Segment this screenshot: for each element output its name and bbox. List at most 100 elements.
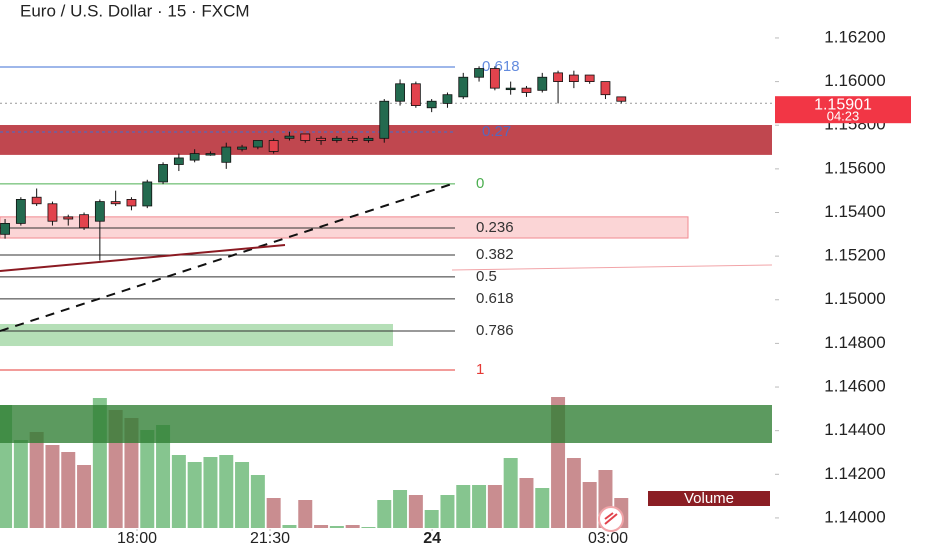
zone — [0, 323, 393, 347]
candle-body — [205, 153, 216, 156]
volume-bar — [250, 475, 265, 528]
volume-bar — [582, 482, 597, 528]
last-price-box — [775, 96, 911, 124]
volume-bar — [519, 478, 534, 528]
volume-bar — [503, 458, 518, 528]
fib-label: 0.236 — [476, 219, 514, 236]
x-tick-label: 21:30 — [250, 530, 290, 547]
y-tick-label: 1.14000 — [824, 507, 885, 526]
candle-body — [316, 137, 326, 141]
volume-bar — [140, 430, 155, 528]
volume-bar — [29, 432, 44, 528]
volume-label-box — [648, 491, 770, 506]
volume-bar — [61, 452, 76, 528]
candle-body — [300, 133, 311, 141]
logo-mark — [604, 512, 618, 525]
y-tick-label: 1.14800 — [824, 333, 885, 352]
volume-bar — [472, 485, 487, 528]
candle-body — [221, 146, 232, 163]
volume-bar — [171, 455, 186, 528]
candle-body — [584, 74, 595, 82]
fib-label: 0 — [476, 175, 484, 192]
candle-body — [126, 199, 137, 207]
fib-label: 1 — [476, 361, 484, 378]
candle-body — [173, 157, 184, 165]
candle-body — [79, 214, 89, 229]
fib-label: 0.382 — [476, 246, 514, 263]
candle-body — [616, 96, 627, 102]
y-tick-label: 1.15400 — [824, 202, 885, 221]
candle-body — [252, 140, 263, 148]
y-tick-label: 1.15600 — [824, 158, 885, 177]
volume-bar — [361, 527, 376, 528]
volume-bar — [314, 525, 329, 528]
candle-body — [505, 87, 516, 91]
volume-bar — [487, 485, 502, 528]
candle-body — [189, 153, 200, 161]
candle-body — [426, 100, 437, 109]
volume-bar — [329, 526, 344, 528]
candle-layer — [0, 66, 627, 261]
fib-label: 0.27 — [482, 123, 511, 140]
volume-bar — [187, 462, 202, 528]
candle-body — [521, 87, 532, 93]
candle-body — [395, 83, 405, 102]
trend-line — [0, 183, 453, 332]
volume-bar — [77, 465, 92, 528]
candle-body — [458, 76, 469, 98]
candle-body — [537, 76, 548, 91]
fib-label: 0.618 — [476, 290, 514, 307]
volume-bar — [203, 457, 218, 528]
y-tick-label: 1.14400 — [824, 420, 885, 439]
candle-body — [237, 146, 247, 150]
fib-label: 0.5 — [476, 268, 497, 285]
candle-body — [94, 201, 105, 222]
candle-body — [379, 100, 390, 139]
countdown-label: 04:23 — [827, 109, 860, 124]
volume-bar — [408, 495, 423, 528]
x-tick-label: 24 — [423, 530, 441, 547]
candle-body — [158, 164, 168, 183]
volume-bar — [13, 440, 28, 528]
y-tick-label: 1.15200 — [824, 246, 885, 265]
candle-body — [0, 223, 10, 235]
volume-zone — [0, 405, 772, 443]
volume-bar — [345, 525, 360, 528]
axis-layer: 1.162001.160001.158001.156001.154001.152… — [117, 27, 911, 547]
candle-body — [63, 216, 74, 220]
volume-bar — [282, 525, 297, 528]
candle-body — [489, 68, 500, 89]
candle-body — [110, 201, 121, 205]
volume-bar — [535, 488, 550, 528]
volume-bar — [266, 498, 281, 528]
price-axis — [775, 0, 932, 550]
y-tick-label: 1.14600 — [824, 377, 885, 396]
volume-bar — [45, 445, 60, 528]
candle-body — [284, 135, 295, 139]
candle-body — [347, 137, 358, 141]
fib-label: 0.618 — [482, 58, 520, 75]
volume-bar — [124, 418, 139, 528]
candle-body — [600, 81, 611, 96]
x-tick-label: 03:00 — [588, 530, 628, 547]
background-layer: 0 0.236 0.382 0.5 0.618 0.786 1 0.618 0.27 — [0, 58, 775, 528]
x-tick-label: 18:00 — [117, 530, 157, 547]
candle-body — [474, 68, 484, 78]
last-price-label: 1.15901 — [814, 96, 872, 113]
zone — [0, 216, 689, 239]
candle-body — [47, 203, 58, 222]
fib-label: 0.786 — [476, 322, 514, 339]
volume-bar — [424, 510, 439, 528]
candle-body — [442, 94, 453, 104]
volume-bar — [566, 458, 581, 528]
volume-bar — [156, 425, 171, 528]
candle-body — [142, 181, 153, 207]
y-tick-label: 1.16200 — [824, 27, 885, 46]
y-tick-label: 1.16000 — [824, 71, 885, 90]
candle-body — [363, 137, 374, 141]
volume-label: Volume — [684, 490, 734, 507]
chart-title: Euro / U.S. Dollar · 15 · FXCM — [20, 1, 250, 20]
candle-body — [15, 199, 26, 224]
volume-bar — [377, 500, 392, 528]
